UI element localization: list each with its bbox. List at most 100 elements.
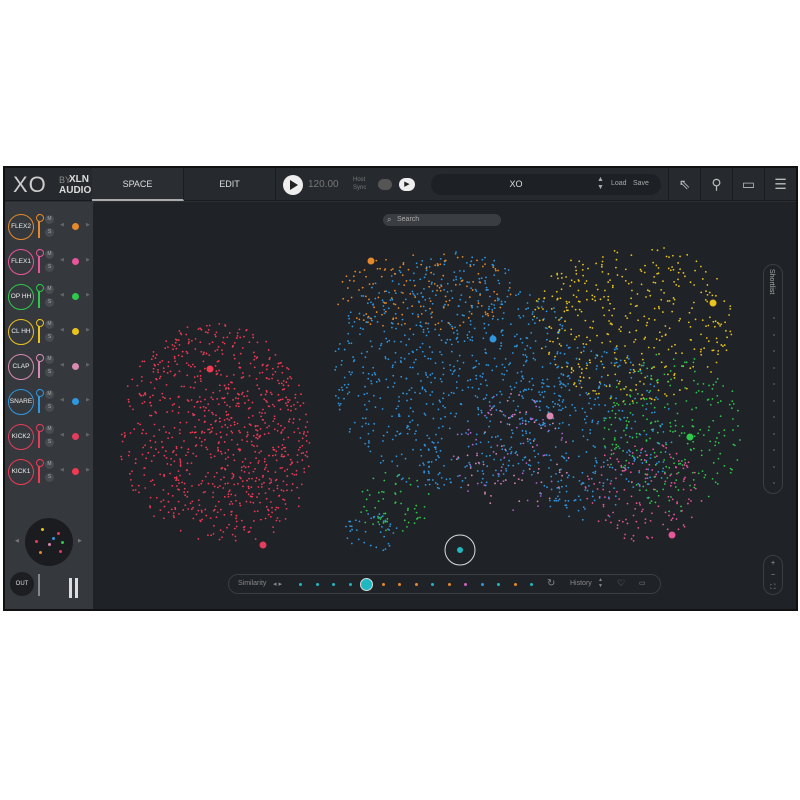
sample-point[interactable] bbox=[154, 441, 157, 444]
sample-point[interactable] bbox=[457, 456, 460, 459]
sample-point[interactable] bbox=[281, 398, 284, 401]
sample-point[interactable] bbox=[646, 375, 649, 378]
sample-point[interactable] bbox=[665, 443, 668, 446]
sample-point[interactable] bbox=[166, 411, 168, 413]
sample-point[interactable] bbox=[543, 422, 546, 425]
sample-point[interactable] bbox=[186, 326, 189, 329]
sample-point[interactable] bbox=[236, 332, 239, 334]
sample-point[interactable] bbox=[149, 506, 152, 509]
sample-point[interactable] bbox=[586, 336, 588, 339]
sample-point[interactable] bbox=[589, 361, 591, 364]
sample-point[interactable] bbox=[655, 338, 658, 340]
sample-point[interactable] bbox=[691, 307, 693, 310]
sample-point[interactable] bbox=[239, 431, 242, 434]
sample-point[interactable] bbox=[460, 294, 463, 296]
sample-point[interactable] bbox=[382, 491, 385, 494]
sample-point[interactable] bbox=[586, 298, 588, 301]
sample-point[interactable] bbox=[581, 269, 584, 271]
sample-point[interactable] bbox=[374, 315, 376, 318]
sample-point[interactable] bbox=[578, 260, 581, 263]
sample-point[interactable] bbox=[419, 305, 422, 308]
sample-point[interactable] bbox=[177, 479, 180, 482]
sample-point[interactable] bbox=[231, 345, 234, 348]
sample-point[interactable] bbox=[363, 393, 366, 396]
sample-point[interactable] bbox=[396, 475, 399, 478]
sample-point[interactable] bbox=[622, 399, 625, 402]
sample-point[interactable] bbox=[582, 376, 585, 379]
sample-point[interactable] bbox=[484, 397, 487, 400]
sample-point[interactable] bbox=[157, 371, 159, 374]
sample-point[interactable] bbox=[595, 354, 598, 356]
sample-point[interactable] bbox=[575, 336, 578, 338]
sample-point[interactable] bbox=[258, 478, 261, 481]
sample-point[interactable] bbox=[377, 378, 380, 381]
sample-point[interactable] bbox=[150, 414, 153, 417]
sample-point[interactable] bbox=[163, 475, 166, 478]
sample-point[interactable] bbox=[391, 415, 393, 418]
sample-point[interactable] bbox=[672, 268, 675, 271]
sample-point[interactable] bbox=[235, 405, 238, 407]
sample-point[interactable] bbox=[401, 274, 404, 277]
sample-point[interactable] bbox=[704, 270, 707, 273]
sample-point[interactable] bbox=[570, 259, 572, 262]
sample-space[interactable]: Search Shortlist + − ⛶ Similarity ◂ ▸ ↻ … bbox=[93, 202, 796, 609]
sample-point[interactable] bbox=[603, 366, 605, 369]
sample-point[interactable] bbox=[434, 482, 437, 484]
sample-point[interactable] bbox=[645, 473, 648, 476]
sample-point[interactable] bbox=[531, 313, 534, 316]
sample-point[interactable] bbox=[601, 256, 604, 258]
sample-point[interactable] bbox=[544, 425, 546, 427]
sample-point[interactable] bbox=[294, 408, 297, 410]
sample-point[interactable] bbox=[475, 290, 478, 293]
sample-point[interactable] bbox=[635, 388, 637, 391]
sample-point[interactable] bbox=[602, 465, 605, 468]
sample-point[interactable] bbox=[627, 466, 630, 469]
sample-point[interactable] bbox=[253, 510, 256, 513]
sample-point[interactable] bbox=[227, 383, 230, 386]
sample-point[interactable] bbox=[542, 308, 544, 310]
sample-point[interactable] bbox=[496, 297, 499, 300]
sample-point[interactable] bbox=[560, 276, 563, 279]
sample-point[interactable] bbox=[207, 403, 210, 405]
sample-point[interactable] bbox=[367, 321, 369, 324]
sample-point[interactable] bbox=[234, 397, 237, 400]
sample-point[interactable] bbox=[338, 343, 341, 345]
sample-point[interactable] bbox=[618, 409, 620, 412]
sample-point[interactable] bbox=[653, 451, 656, 454]
sample-point[interactable] bbox=[561, 401, 564, 403]
sample-point[interactable] bbox=[517, 478, 520, 481]
sample-point[interactable] bbox=[263, 468, 266, 471]
sample-point[interactable] bbox=[677, 262, 680, 264]
sample-point[interactable] bbox=[392, 302, 395, 305]
sample-point[interactable] bbox=[639, 368, 642, 371]
sample-point[interactable] bbox=[178, 482, 180, 485]
sample-point[interactable] bbox=[469, 465, 472, 468]
sample-point[interactable] bbox=[258, 435, 261, 438]
sample-point[interactable] bbox=[661, 423, 664, 426]
host-sync-toggle[interactable] bbox=[378, 179, 392, 190]
sample-point[interactable] bbox=[234, 494, 237, 497]
sample-point[interactable] bbox=[390, 269, 393, 271]
sample-point[interactable] bbox=[383, 302, 386, 304]
sample-point[interactable] bbox=[526, 344, 529, 347]
sample-point[interactable] bbox=[211, 341, 214, 344]
sample-point[interactable] bbox=[726, 336, 728, 339]
sample-point[interactable] bbox=[711, 349, 714, 352]
sample-point[interactable] bbox=[626, 502, 629, 505]
sample-point[interactable] bbox=[185, 469, 188, 471]
sample-point[interactable] bbox=[347, 340, 349, 343]
sample-point[interactable] bbox=[472, 263, 475, 266]
sample-point[interactable] bbox=[511, 429, 513, 432]
sample-point[interactable] bbox=[548, 497, 551, 500]
sample-point[interactable] bbox=[390, 322, 393, 324]
sample-point[interactable] bbox=[299, 446, 301, 449]
sample-point[interactable] bbox=[644, 336, 647, 339]
sample-point[interactable] bbox=[407, 415, 410, 418]
sample-point[interactable] bbox=[167, 437, 169, 440]
sample-point[interactable] bbox=[467, 433, 470, 436]
sample-point[interactable] bbox=[408, 352, 410, 355]
sample-point[interactable] bbox=[294, 396, 297, 399]
sample-point[interactable] bbox=[473, 327, 476, 330]
sample-point[interactable] bbox=[537, 505, 539, 508]
sample-point[interactable] bbox=[349, 530, 352, 532]
